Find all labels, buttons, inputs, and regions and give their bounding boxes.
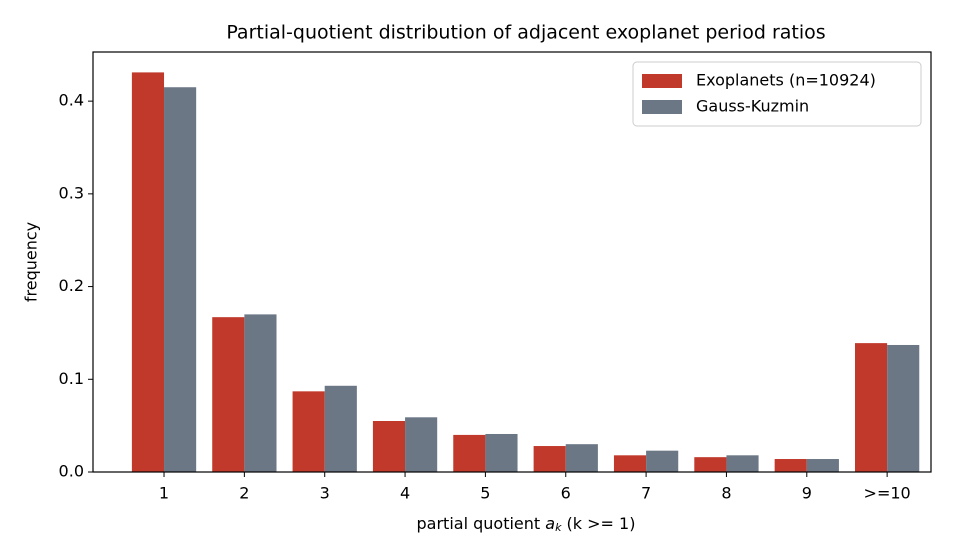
bar bbox=[646, 450, 679, 472]
bar bbox=[372, 421, 406, 472]
bar bbox=[212, 317, 245, 472]
x-tick-label: 7 bbox=[641, 484, 651, 503]
x-axis-label: partial quotient ak (k >= 1) bbox=[417, 514, 636, 535]
x-tick-label: >=10 bbox=[864, 484, 911, 503]
bar bbox=[565, 444, 598, 472]
x-label-prefix: partial quotient bbox=[417, 514, 541, 533]
plot-frame bbox=[92, 51, 932, 473]
legend-label: Exoplanets (n=10924) bbox=[696, 71, 876, 90]
bar bbox=[405, 417, 438, 472]
y-tick-label: 0.4 bbox=[59, 91, 84, 110]
x-tick-label: 2 bbox=[239, 484, 249, 503]
x-label-suffix: (k >= 1) bbox=[567, 514, 636, 533]
bar bbox=[485, 433, 518, 472]
bar bbox=[324, 385, 357, 472]
bar bbox=[244, 314, 277, 472]
x-tick-label: 9 bbox=[802, 484, 812, 503]
x-tick-label: 1 bbox=[159, 484, 169, 503]
bar bbox=[613, 455, 647, 472]
x-tick-label: 8 bbox=[721, 484, 731, 503]
bar bbox=[164, 87, 197, 473]
bar bbox=[854, 343, 888, 472]
legend-label: Gauss-Kuzmin bbox=[696, 97, 809, 116]
chart-title: Partial-quotient distribution of adjacen… bbox=[226, 22, 825, 44]
legend-box bbox=[632, 61, 922, 127]
x-label-subscript: k bbox=[555, 521, 562, 534]
bar bbox=[453, 434, 486, 472]
bar bbox=[774, 459, 807, 472]
bar bbox=[292, 391, 325, 472]
y-tick-label: 0.3 bbox=[59, 183, 84, 202]
bar bbox=[726, 455, 759, 472]
y-tick-label: 0.2 bbox=[59, 276, 84, 295]
x-tick-label: 5 bbox=[480, 484, 490, 503]
x-label-symbol: a bbox=[545, 514, 555, 533]
x-tick-label: 6 bbox=[561, 484, 571, 503]
bar bbox=[887, 344, 920, 472]
y-tick-label: 0.1 bbox=[59, 369, 84, 388]
legend: Exoplanets (n=10924) Gauss-Kuzmin bbox=[632, 61, 922, 127]
bar bbox=[533, 446, 566, 472]
legend-swatch bbox=[642, 100, 682, 114]
bar bbox=[694, 457, 727, 472]
bar bbox=[806, 459, 839, 472]
x-tick-label: 4 bbox=[400, 484, 410, 503]
y-axis-label: frequency bbox=[22, 222, 41, 302]
legend-swatch bbox=[642, 74, 682, 88]
y-tick-label: 0.0 bbox=[59, 462, 84, 481]
x-tick-label: 3 bbox=[320, 484, 330, 503]
bar bbox=[131, 72, 165, 473]
